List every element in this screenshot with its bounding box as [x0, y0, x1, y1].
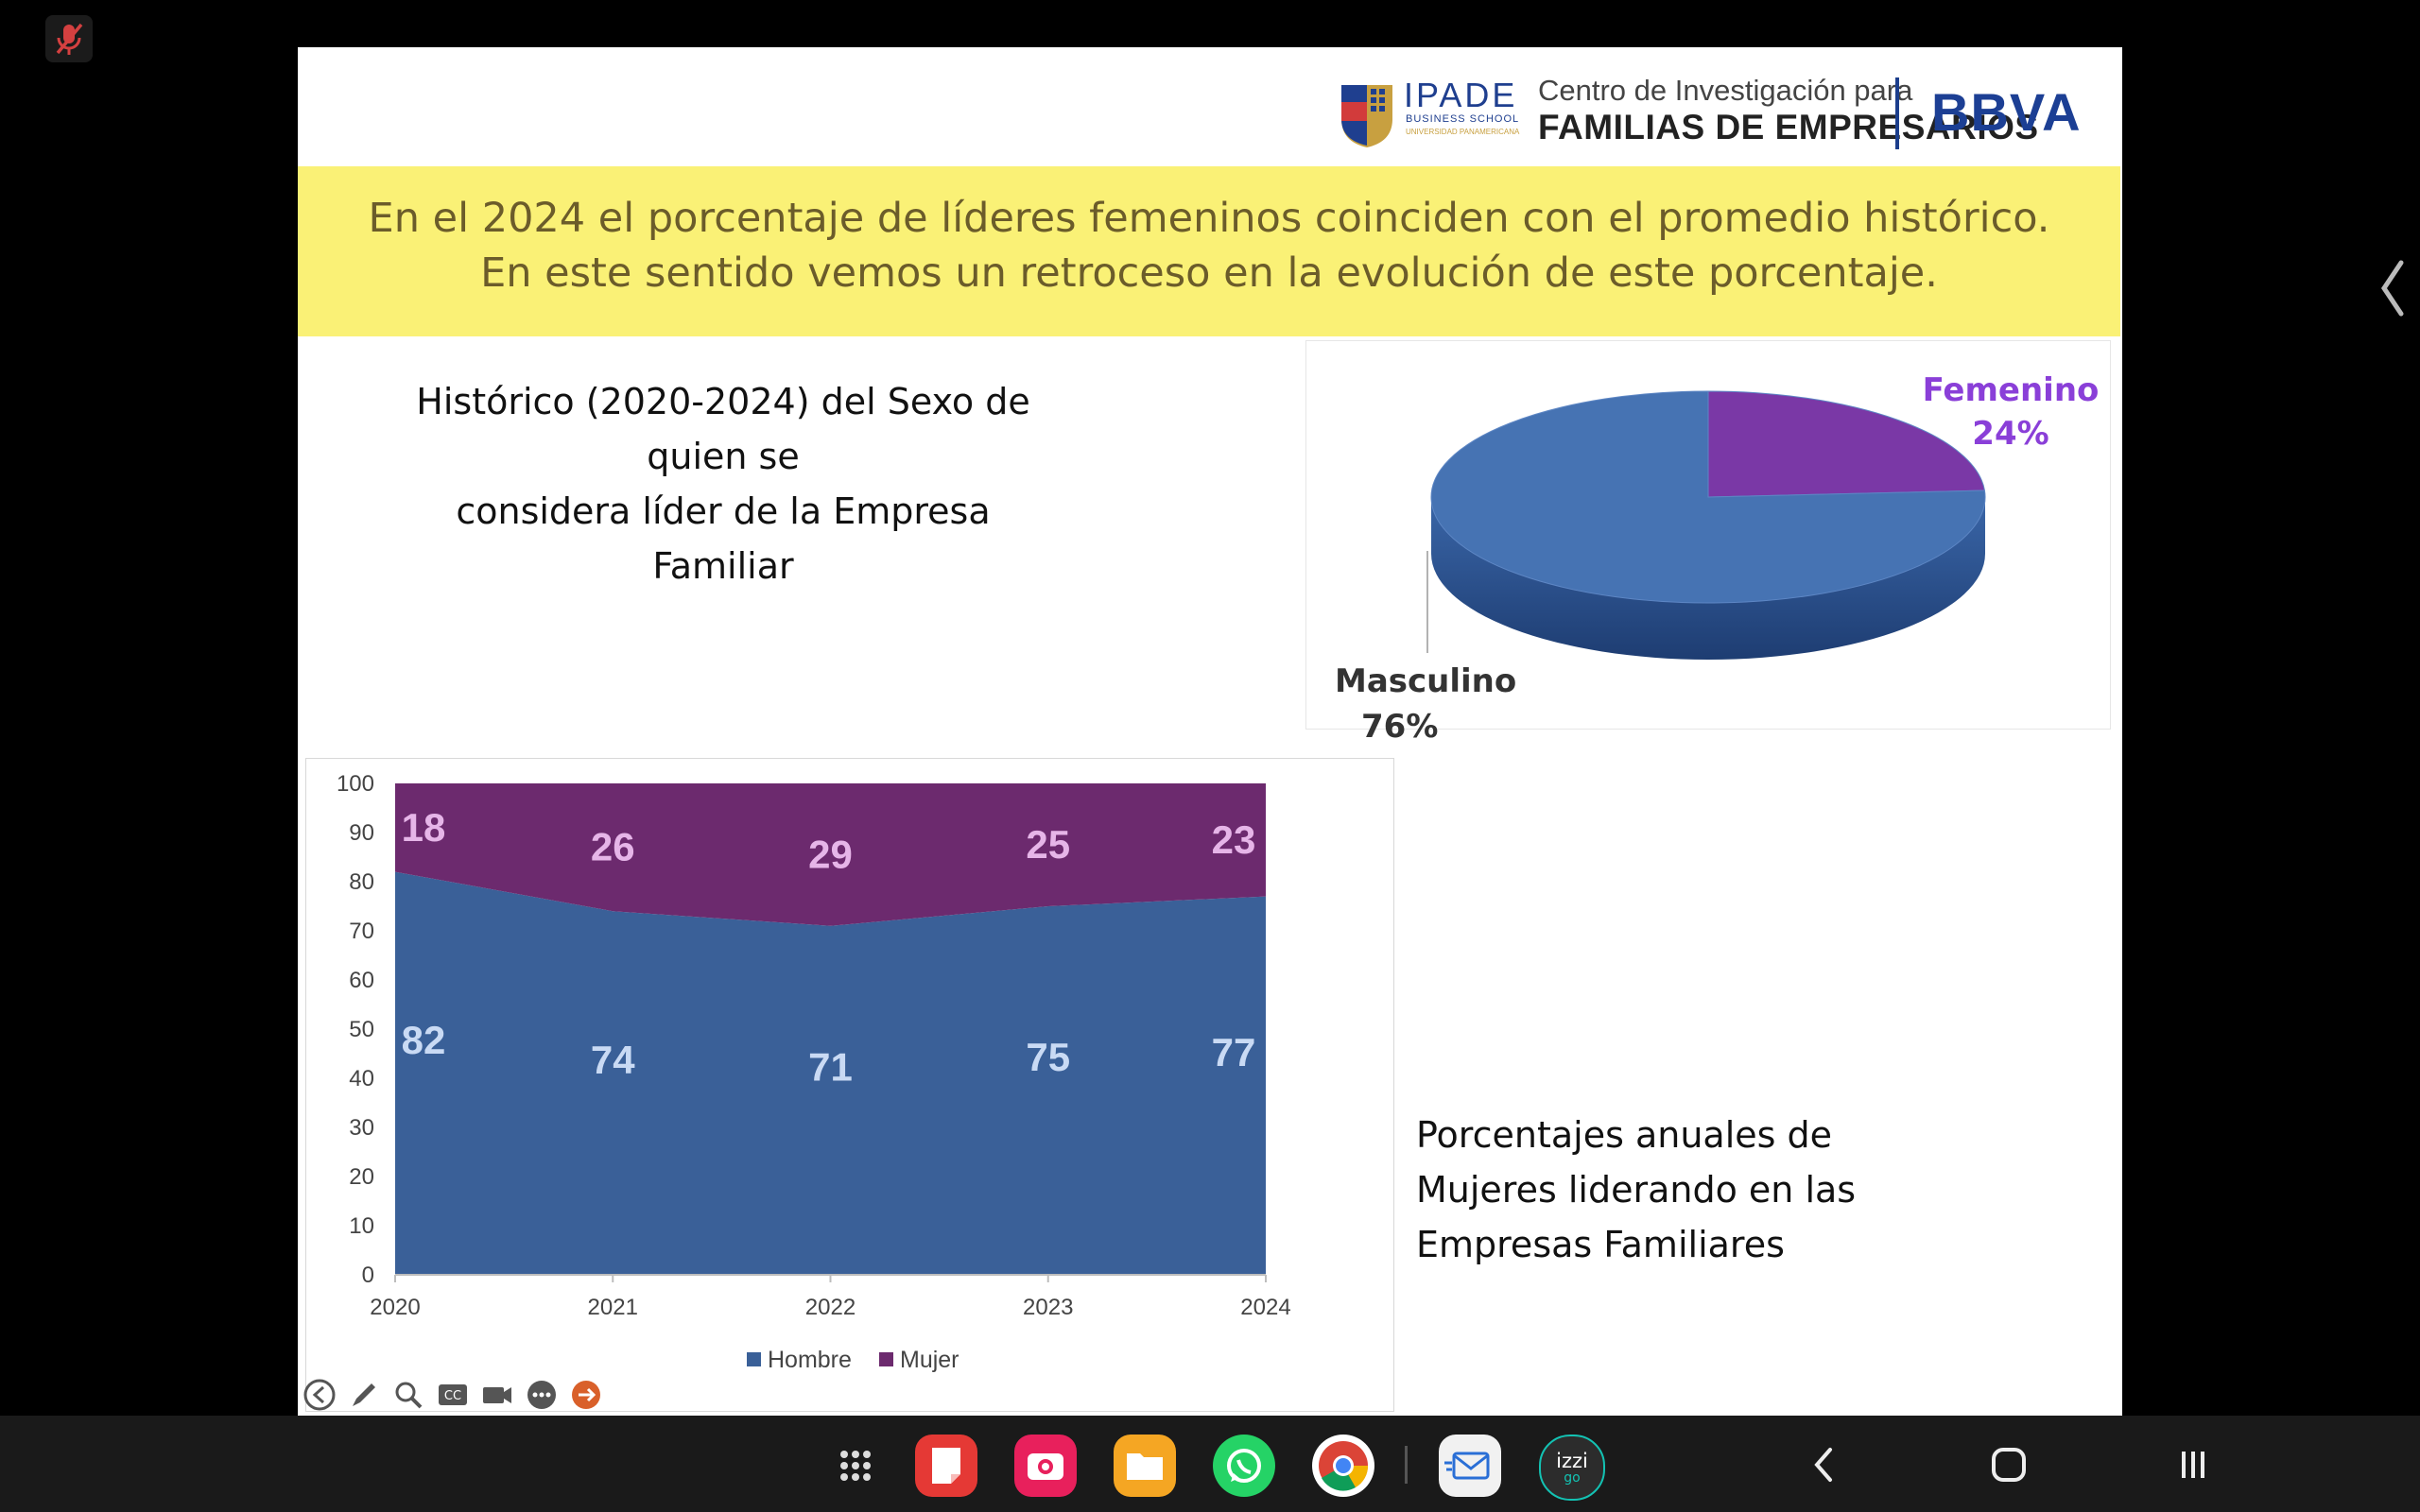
porcentajes-line2: Mujeres liderando en las — [1416, 1169, 1857, 1211]
pie-slice-masculino — [1430, 390, 1986, 604]
logo-bar: IPADE BUSINESS SCHOOL UNIVERSIDAD PANAME… — [298, 47, 2122, 166]
pie-masculino-label: Masculino — [1335, 662, 1517, 700]
whatsapp-icon[interactable] — [1213, 1435, 1275, 1497]
pie-side — [1431, 497, 1985, 660]
camera-icon[interactable] — [479, 1377, 515, 1413]
legend-label-mujer: Mujer — [900, 1347, 959, 1373]
mujer-data-label: 29 — [808, 832, 853, 876]
hombre-data-label: 74 — [591, 1038, 635, 1082]
x-tick-label: 2023 — [1023, 1295, 1073, 1320]
historic-title-line2: considera líder de la Empresa Familiar — [456, 490, 991, 587]
porcentajes-line3: Empresas Familiares — [1416, 1224, 1785, 1265]
y-tick-label: 40 — [349, 1066, 374, 1091]
banner-line2: En este sentido vemos un retroceso en la… — [480, 249, 1938, 297]
porcentajes-line1: Porcentajes anuales de — [1416, 1114, 1833, 1156]
legend-swatch-mujer — [879, 1352, 893, 1366]
pie-slice-femenino — [1707, 390, 1986, 498]
pie-femenino-label: Femenino — [1922, 371, 2100, 409]
ipade-university: UNIVERSIDAD PANAMERICANA — [1406, 128, 1520, 136]
area-mujer — [395, 783, 1266, 926]
historic-title-line1: Histórico (2020-2024) del Sexo de quien … — [416, 381, 1030, 477]
y-tick-label: 30 — [349, 1115, 374, 1141]
y-tick-label: 90 — [349, 820, 374, 846]
camera-app-icon[interactable] — [1014, 1435, 1077, 1497]
svg-text:CC: CC — [444, 1389, 461, 1403]
y-tick-label: 50 — [349, 1017, 374, 1042]
chrome-icon[interactable] — [1312, 1435, 1374, 1497]
mail-icon[interactable] — [1439, 1435, 1501, 1497]
legend-swatch-hombre — [747, 1352, 761, 1366]
nav-back-icon[interactable] — [1796, 1438, 1853, 1491]
y-tick-label: 70 — [349, 919, 374, 944]
captions-icon[interactable]: CC — [435, 1377, 471, 1413]
presentation-slide: IPADE BUSINESS SCHOOL UNIVERSIDAD PANAME… — [298, 47, 2122, 1416]
area-chart-panel: 0 10 20 30 40 50 60 70 80 90 100 2020 2021 2022 2023 20… — [305, 758, 1394, 1412]
muted-mic-icon[interactable] — [45, 15, 93, 62]
x-tick-label: 2021 — [588, 1295, 638, 1320]
centro-line1: Centro de Investigación para — [1538, 74, 1913, 107]
mujer-data-label: 23 — [1212, 817, 1256, 862]
mujer-data-label: 18 — [402, 805, 446, 850]
banner-line1: En el 2024 el porcentaje de líderes feme… — [368, 195, 2050, 242]
historic-title: Histórico (2020-2024) del Sexo de quien … — [392, 374, 1054, 593]
more-icon[interactable] — [524, 1377, 560, 1413]
slide-toolbar: CC — [298, 1375, 604, 1415]
side-panel-chevron-icon[interactable] — [2373, 255, 2411, 321]
pie-chart — [1426, 390, 1986, 660]
area-hombre — [395, 871, 1266, 1275]
notes-icon[interactable] — [915, 1435, 977, 1497]
ipade-subtitle: BUSINESS SCHOOL — [1406, 113, 1520, 125]
legend-label-hombre: Hombre — [768, 1347, 852, 1373]
porcentajes-caption: Porcentajes anuales de Mujeres liderando… — [1416, 1108, 2021, 1272]
y-tick-label: 0 — [362, 1263, 374, 1288]
pen-icon[interactable] — [346, 1377, 382, 1413]
zoom-icon[interactable] — [390, 1377, 426, 1413]
centro-line2: FAMILIAS DE EMPRESARIOS — [1538, 108, 2039, 146]
taskbar-divider — [1405, 1446, 1408, 1484]
pie-masculino-pct: 76% — [1361, 708, 1439, 746]
x-tick-label: 2020 — [370, 1295, 420, 1320]
y-tick-label: 80 — [349, 869, 374, 895]
area-chart: 0 10 20 30 40 50 60 70 80 90 100 2020 2021 2022 2023 20… — [337, 771, 1291, 1373]
nav-home-icon[interactable] — [1980, 1438, 2037, 1491]
pie-chart-panel: Femenino 24% Masculino 76% — [1305, 340, 2111, 746]
hombre-data-label: 75 — [1026, 1035, 1070, 1079]
x-tick-label: 2022 — [805, 1295, 856, 1320]
headline-banner: En el 2024 el porcentaje de líderes feme… — [298, 166, 2120, 336]
izzi-sub: go — [1564, 1470, 1581, 1486]
y-tick-label: 20 — [349, 1164, 374, 1190]
hombre-data-label: 82 — [402, 1018, 446, 1062]
pie-femenino-pct: 24% — [1972, 415, 2049, 453]
files-icon[interactable] — [1114, 1435, 1176, 1497]
mujer-data-label: 26 — [591, 825, 635, 869]
y-tick-label: 100 — [337, 771, 374, 797]
mic-off-svg — [56, 23, 83, 55]
izzi-go-icon[interactable]: izzi go — [1539, 1435, 1605, 1501]
hombre-data-label: 71 — [808, 1045, 853, 1090]
hombre-data-label: 77 — [1212, 1030, 1256, 1074]
pie-slices — [1426, 390, 1986, 660]
izzi-label: izzi — [1556, 1450, 1588, 1472]
taskbar: izzi go — [0, 1416, 2420, 1512]
x-tick-label: 2024 — [1240, 1295, 1290, 1320]
mujer-data-label: 25 — [1026, 822, 1070, 867]
nav-recents-icon[interactable] — [2165, 1438, 2221, 1491]
y-tick-label: 60 — [349, 968, 374, 993]
back-icon[interactable] — [302, 1377, 337, 1413]
y-tick-label: 10 — [349, 1213, 374, 1239]
ipade-name: IPADE — [1404, 76, 1518, 114]
ipade-shield-logo — [1341, 85, 1392, 147]
logo-divider — [1895, 77, 1899, 149]
next-icon[interactable] — [568, 1377, 604, 1413]
app-drawer-icon[interactable] — [824, 1435, 887, 1497]
bbva-logo: BBVA — [1931, 82, 2082, 142]
